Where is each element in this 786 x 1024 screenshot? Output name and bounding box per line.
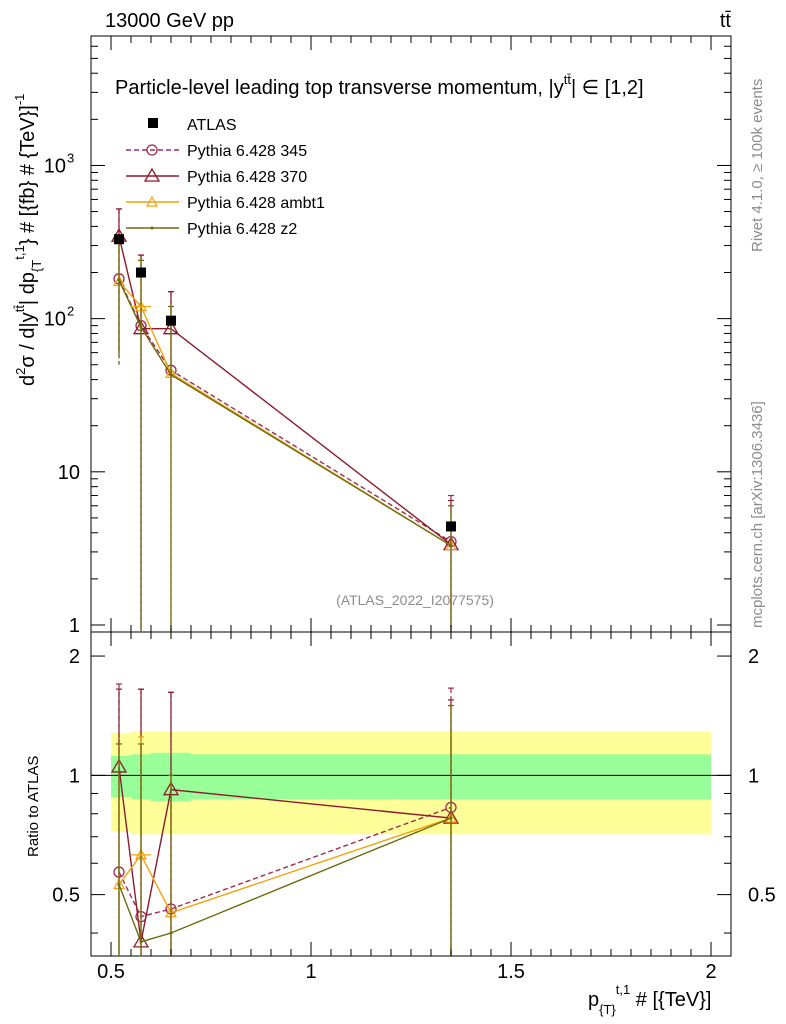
title-tail: | ∈ [1,2] [571, 77, 644, 99]
series-line-ratio [118, 766, 452, 942]
chart-title: Particle-level leading top transverse mo… [115, 72, 644, 99]
atlas-point [114, 234, 124, 245]
legend-label: Pythia 6.428 z2 [187, 221, 297, 238]
series-line-main [118, 236, 452, 546]
series-point-main [449, 544, 453, 548]
y-tick-label-exp: 2 [67, 304, 74, 319]
series-point-ratio [169, 931, 173, 935]
series-point-main [117, 278, 121, 282]
main-curves [110, 208, 460, 632]
atlas-point [446, 521, 456, 532]
y-tick-label-ratio: 1 [69, 765, 80, 787]
y-tick-label-main: 10 [58, 462, 80, 484]
ratio-curves [110, 683, 460, 956]
y-tick-label-ratio-right: 0.5 [748, 885, 776, 907]
xlabel-sup: t,1 [616, 982, 630, 997]
y-tick-label-main: 10 [44, 155, 66, 177]
series-line-main [118, 279, 452, 547]
legend-marker [145, 195, 159, 207]
y-tick-label-exp: 3 [67, 150, 74, 165]
ylabel-part-sq: 2 [13, 368, 28, 375]
y-axis-label: d2σ / d|ytt̄| dp{Tt,1} # [{fb} # {TeV}]-… [12, 94, 44, 386]
xlabel-sub: {T} [599, 1002, 616, 1017]
atlas-point [136, 267, 146, 278]
svg-text:d2σ / d|ytt̄| dp{Tt,1} # [{fb}: d2σ / d|ytt̄| dp{Tt,1} # [{fb} # {TeV}]-… [12, 94, 44, 386]
ratio-band-stat [111, 755, 131, 798]
ylabel-part-d: d [17, 375, 39, 386]
y-tick-label-main: 1 [69, 615, 80, 637]
series-line-ratio [118, 817, 452, 914]
legend-marker [150, 226, 154, 230]
ylabel-part-units: } # [{fb} # {TeV}] [17, 105, 39, 245]
ratio-bands [111, 731, 711, 835]
legend-label: Pythia 6.428 370 [187, 169, 307, 186]
legend: ATLAS Pythia 6.428 345 Pythia 6.428 370 Pyt… [126, 117, 325, 238]
mcplots-label: mcplots.cern.ch [arXiv:1306.3436] [749, 401, 766, 628]
series-point-ratio [449, 816, 453, 820]
series-point-ratio [117, 883, 121, 887]
header-left: 13000 GeV pp [105, 10, 234, 32]
x-axis-label: p{T}t,1 # [{TeV}] [588, 982, 711, 1017]
series-point-main [169, 373, 173, 377]
series-line-ratio [118, 817, 452, 943]
legend-atlas-marker [148, 118, 158, 128]
legend-label: Pythia 6.428 ambt1 [187, 195, 325, 212]
y-tick-label-ratio: 2 [69, 646, 80, 668]
legend-label: Pythia 6.428 345 [187, 143, 307, 160]
title-y-sup: tt̄ [564, 72, 572, 87]
series-point-ratio [139, 940, 143, 944]
y-tick-label-ratio: 0.5 [52, 885, 80, 907]
series-point-main [139, 325, 143, 329]
header-right: tt̄ [720, 10, 732, 32]
legend-atlas-label: ATLAS [187, 117, 237, 134]
analysis-watermark: (ATLAS_2022_I2077575) [336, 592, 494, 608]
rivet-label: Rivet 4.1.0, ≥ 100k events [749, 79, 766, 252]
x-tick-label: 1.5 [497, 961, 525, 983]
x-tick-label: 2 [705, 961, 716, 983]
ylabel-part-dp: | dp [17, 272, 39, 305]
ylabel-part-sigma: σ / d|y [17, 312, 39, 367]
ylabel-part-sup: t,1 [12, 245, 27, 259]
series-line-ratio [118, 806, 452, 918]
atlas-point [166, 315, 176, 326]
atlas-data-points [114, 234, 456, 532]
title-text: Particle-level leading top transverse mo… [115, 77, 554, 99]
y-tick-label-main: 10 [44, 309, 66, 331]
ylabel-part-inv: -1 [12, 94, 27, 106]
xlabel-p: p [588, 989, 599, 1011]
ratio-y-label: Ratio to ATLAS [25, 756, 42, 857]
y-tick-label-ratio-right: 1 [748, 765, 759, 787]
xlabel-tail: # [{TeV}] [630, 989, 711, 1011]
y-tick-label-ratio-right: 2 [748, 646, 759, 668]
ylabel-part-tt: tt̄ [12, 305, 27, 313]
legend-marker [146, 144, 158, 156]
legend-marker [143, 167, 161, 182]
x-tick-label: 0.5 [97, 961, 125, 983]
x-tick-label: 1 [305, 961, 316, 983]
ylabel-part-sub: {T [29, 260, 44, 272]
title-y: y [554, 77, 564, 99]
